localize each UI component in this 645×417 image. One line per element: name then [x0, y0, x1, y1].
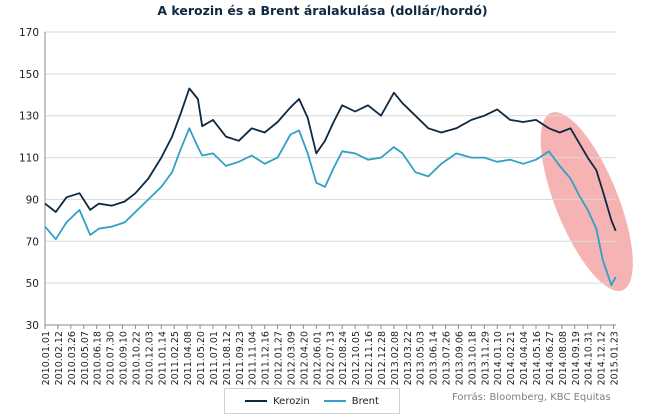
x-tick-label-0: 2010.01.01 [41, 331, 52, 385]
legend-label-kerozin: Kerozin [273, 395, 310, 407]
x-tick-label-3: 2010.05.07 [80, 331, 91, 385]
y-tick-label-110: 110 [19, 153, 39, 165]
x-tick-label-25: 2012.11.16 [364, 331, 375, 385]
x-tick-label-19: 2012.03.09 [287, 331, 298, 385]
x-tick-label-13: 2011.07.01 [209, 331, 220, 385]
grid-layer [45, 31, 616, 326]
x-tick-label-39: 2014.06.27 [545, 331, 556, 385]
x-tick-label-9: 2011.01.14 [157, 331, 168, 385]
x-tick-label-22: 2012.07.13 [325, 331, 336, 385]
series-layer [44, 87, 617, 287]
x-tick-label-8: 2010.12.03 [144, 331, 155, 385]
x-tick-label-24: 2012.10.05 [351, 331, 362, 385]
x-tick-label-7: 2010.10.22 [131, 331, 142, 385]
chart-title: A kerozin és a Brent áralakulása (dollár… [157, 3, 488, 18]
x-tick-label-38: 2014.05.16 [532, 331, 543, 385]
y-tick-label-90: 90 [26, 194, 39, 206]
legend: Kerozin Brent [224, 388, 400, 414]
x-tick-label-41: 2014.09.19 [571, 331, 582, 385]
x-tick-label-1: 2010.02.12 [54, 331, 65, 385]
x-tick-label-42: 2014.10.31 [584, 331, 595, 385]
x-tick-label-43: 2014.12.12 [597, 331, 608, 385]
x-tick-label-16: 2011.11.04 [248, 331, 259, 385]
highlight-layer [540, 112, 633, 291]
series-line-kerozin [44, 87, 617, 232]
x-tick-label-29: 2013.05.03 [416, 331, 427, 385]
x-tick-label-12: 2011.05.20 [196, 331, 207, 385]
x-tick-label-14: 2011.08.12 [222, 331, 233, 385]
x-tick-label-11: 2011.04.08 [183, 331, 194, 385]
x-tick-label-21: 2012.06.01 [312, 331, 323, 385]
y-tick-label-70: 70 [26, 236, 39, 248]
series-line-brent [44, 127, 617, 287]
x-tick-label-6: 2010.09.10 [119, 331, 130, 385]
legend-item-brent: Brent [323, 395, 379, 407]
axis-layer: 30 50 70 90 110 130 150 170 2010.01.01 2010.02.12… [19, 27, 621, 385]
x-tick-label-20: 2012.04.20 [299, 331, 310, 385]
x-tick-label-4: 2010.06.18 [93, 331, 104, 385]
x-tick-label-23: 2012.08.24 [338, 331, 349, 385]
x-tick-label-10: 2011.02.25 [170, 331, 181, 385]
y-tick-label-30: 30 [26, 320, 39, 332]
x-tick-label-2: 2010.03.26 [67, 331, 78, 385]
x-tick-label-28: 2013.03.22 [403, 331, 414, 385]
x-tick-label-31: 2013.07.26 [442, 331, 453, 385]
x-tick-label-17: 2011.12.16 [261, 331, 272, 385]
x-tick-label-5: 2010.07.30 [106, 331, 117, 385]
highlight-ellipse [540, 112, 633, 291]
y-tick-label-150: 150 [19, 69, 39, 81]
legend-swatch-brent [323, 400, 346, 402]
x-tick-label-18: 2012.01.27 [274, 331, 285, 385]
y-tick-label-130: 130 [19, 111, 39, 123]
legend-item-kerozin: Kerozin [245, 396, 310, 407]
x-tick-label-40: 2014.08.08 [558, 331, 569, 385]
legend-label-brent: Brent [351, 395, 379, 407]
x-tick-label-15: 2011.09.23 [235, 331, 246, 385]
x-tick-label-37: 2014.04.04 [519, 331, 530, 385]
x-tick-label-36: 2014.02.21 [506, 331, 517, 385]
x-tick-label-30: 2013.06.14 [429, 331, 440, 385]
x-tick-label-27: 2013.02.08 [390, 331, 401, 385]
y-tick-label-170: 170 [19, 27, 39, 39]
legend-swatch-kerozin [245, 400, 268, 402]
y-tick-label-50: 50 [26, 278, 39, 290]
x-tick-label-34: 2013.11.29 [480, 331, 491, 385]
x-tick-label-26: 2012.12.28 [377, 331, 388, 385]
x-tick-label-44: 2015.01.23 [610, 331, 621, 385]
x-tick-label-32: 2013.09.06 [454, 331, 465, 385]
x-tick-label-33: 2013.10.18 [467, 331, 478, 385]
source-note: Forrás: Bloomberg, KBC Equitas [452, 392, 611, 403]
x-tick-label-35: 2014.01.10 [493, 331, 504, 385]
